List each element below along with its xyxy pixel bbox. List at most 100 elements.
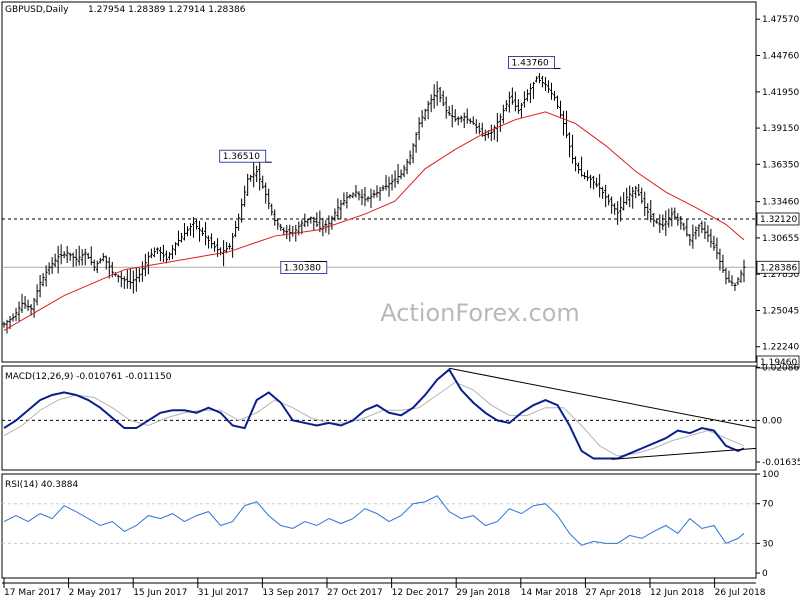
price-bar: [420, 110, 424, 128]
price-bar: [387, 176, 391, 197]
price-bar: [279, 223, 283, 231]
price-bar: [601, 186, 605, 200]
price-bar: [733, 282, 737, 291]
price-bar: [694, 226, 698, 240]
price-bar: [507, 91, 511, 113]
price-bar: [444, 96, 448, 119]
rsi-y-tick-label: 100: [762, 470, 779, 480]
price-bar: [730, 275, 734, 287]
price-bar: [528, 83, 532, 104]
price-bar: [498, 113, 502, 132]
price-bar: [577, 162, 581, 174]
price-bar: [161, 244, 165, 263]
price-bar: [29, 304, 33, 316]
price-bar: [179, 232, 183, 243]
price-bar: [41, 273, 45, 287]
price-bar: [531, 81, 535, 100]
price-bar: [131, 270, 135, 294]
price-bar: [724, 268, 728, 285]
price-bar: [222, 240, 226, 267]
price-bar: [510, 87, 514, 105]
price-bar: [549, 82, 553, 100]
price-bar: [396, 164, 400, 185]
price-bar: [438, 86, 442, 103]
price-bar: [501, 104, 505, 124]
price-bar: [640, 187, 644, 204]
price-bar: [664, 210, 668, 236]
price-y-tick-label: 1.25045: [762, 306, 799, 316]
price-bar: [477, 122, 481, 135]
price-bar: [399, 169, 403, 180]
price-bar: [176, 230, 180, 247]
price-bar: [270, 203, 274, 216]
price-bar: [634, 185, 638, 199]
price-bar: [571, 134, 575, 164]
price-bar: [80, 249, 84, 266]
price-bar: [336, 198, 340, 220]
x-tick-label: 29 Jan 2018: [456, 588, 510, 598]
price-bar: [483, 129, 487, 141]
x-tick-label: 13 Sep 2017: [262, 588, 319, 598]
price-annotation-box: [219, 149, 267, 163]
x-tick-label: 14 Mar 2018: [521, 588, 578, 598]
macd-title: MACD(12,26,9) -0.010761 -0.011150: [5, 372, 172, 382]
price-bar: [688, 234, 692, 246]
price-bar: [709, 228, 713, 248]
price-bar: [453, 109, 457, 122]
price-bar: [240, 198, 244, 223]
price-bar: [116, 274, 120, 283]
macd-y-tick-label: 0.020861: [762, 363, 800, 373]
price-bar: [137, 267, 141, 283]
price-bar: [546, 80, 550, 94]
price-bar: [586, 170, 590, 182]
price-bar: [727, 270, 731, 283]
price-bar: [667, 208, 671, 228]
price-bar: [375, 185, 379, 198]
rsi-y-tick-label: 30: [762, 539, 774, 549]
price-bar: [583, 172, 587, 180]
price-bar: [20, 293, 24, 313]
price-bar: [643, 191, 647, 217]
price-bar: [225, 242, 229, 254]
price-bar: [330, 215, 334, 230]
price-bar: [288, 224, 292, 242]
price-bar: [739, 269, 743, 283]
price-bar: [95, 260, 99, 273]
price-bar: [2, 321, 6, 328]
price-bar: [429, 94, 433, 113]
price-bar: [456, 116, 460, 126]
price-y-tick-label: 1.39150: [762, 124, 799, 134]
price-bar: [580, 156, 584, 177]
price-annotation-label: 1.36510: [223, 152, 260, 162]
price-bar: [195, 219, 199, 230]
price-bar: [237, 213, 241, 231]
price-bar: [252, 162, 256, 188]
price-bar: [149, 248, 153, 259]
price-annotation-box: [280, 261, 328, 274]
price-bar: [655, 219, 659, 224]
price-y-tick-label: 1.44760: [762, 52, 799, 62]
price-bar: [411, 143, 415, 164]
price-bar: [543, 76, 547, 91]
price-bar: [62, 251, 66, 259]
price-bar: [348, 194, 352, 199]
x-tick-label: 17 Mar 2017: [4, 588, 61, 598]
price-bar: [489, 124, 493, 142]
price-bar: [282, 227, 286, 236]
price-bar: [128, 269, 132, 290]
price-bar: [441, 90, 445, 107]
price-bar: [408, 150, 412, 166]
price-bar: [706, 225, 710, 242]
price-bar: [574, 156, 578, 172]
level-tag: [756, 212, 800, 226]
price-bar: [474, 119, 478, 134]
price-bar: [357, 191, 361, 201]
price-bar: [417, 117, 421, 141]
price-bar: [125, 269, 129, 289]
price-bar: [38, 275, 42, 298]
price-y-tick-label: 1.47570: [762, 15, 799, 25]
price-bar: [369, 188, 373, 208]
price-bar: [89, 246, 93, 266]
price-bar: [700, 220, 704, 234]
price-bar: [555, 95, 559, 109]
